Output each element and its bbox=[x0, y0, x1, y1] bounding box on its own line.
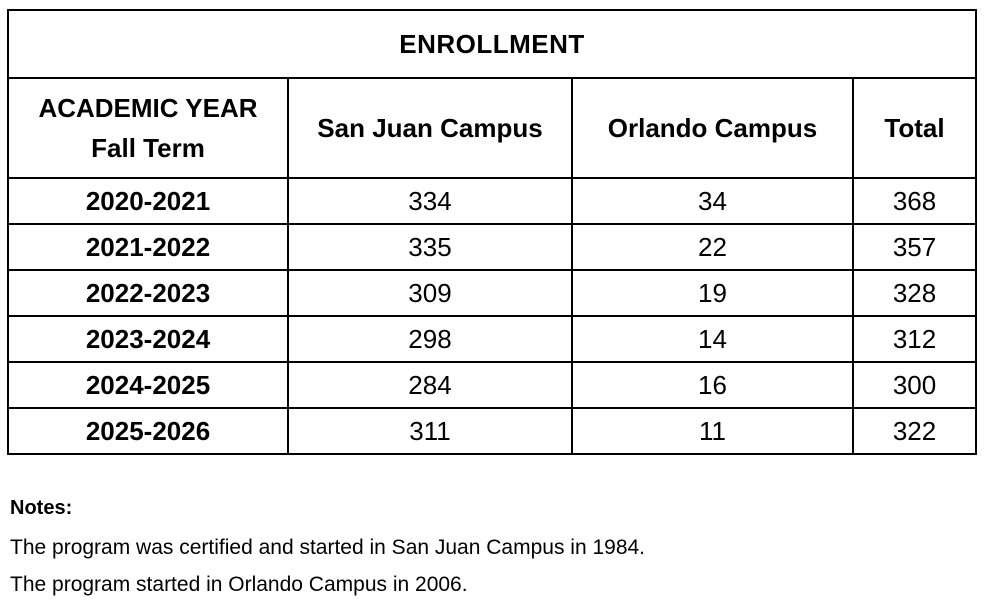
column-header-san-juan-campus: San Juan Campus bbox=[287, 77, 573, 179]
year-cell: 2023-2024 bbox=[7, 315, 289, 363]
year-cell: 2021-2022 bbox=[7, 223, 289, 271]
column-header-academic-year: ACADEMIC YEAR Fall Term bbox=[7, 77, 289, 179]
notes-label: Notes: bbox=[10, 497, 73, 519]
note-line-san-juan: The program was certified and started in… bbox=[10, 536, 646, 559]
academic-year-header-line2: Fall Term bbox=[91, 133, 205, 163]
total-value: 357 bbox=[851, 223, 978, 271]
table-title: ENROLLMENT bbox=[6, 9, 978, 79]
san-juan-value: 334 bbox=[287, 177, 573, 225]
year-cell: 2024-2025 bbox=[7, 361, 289, 409]
enrollment-table: ENROLLMENT ACADEMIC YEAR Fall Term San J… bbox=[6, 9, 978, 455]
san-juan-value: 298 bbox=[287, 315, 573, 363]
year-cell: 2025-2026 bbox=[7, 407, 289, 455]
note-line-orlando: The program started in Orlando Campus in… bbox=[10, 573, 468, 596]
notes-section: Notes: The program was certified and sta… bbox=[10, 497, 985, 597]
orlando-value: 34 bbox=[571, 177, 854, 225]
total-value: 322 bbox=[851, 407, 978, 455]
orlando-value: 16 bbox=[571, 361, 854, 409]
table-row-2024-2025: 2024-2025 284 16 300 bbox=[7, 361, 978, 409]
column-header-total: Total bbox=[851, 77, 978, 179]
table-row-2020-2021: 2020-2021 334 34 368 bbox=[7, 177, 978, 225]
orlando-value: 22 bbox=[571, 223, 854, 271]
table-row-2023-2024: 2023-2024 298 14 312 bbox=[7, 315, 978, 363]
total-value: 368 bbox=[851, 177, 978, 225]
san-juan-value: 309 bbox=[287, 269, 573, 317]
san-juan-value: 311 bbox=[287, 407, 573, 455]
orlando-value: 11 bbox=[571, 407, 854, 455]
year-cell: 2022-2023 bbox=[7, 269, 289, 317]
table-title-row: ENROLLMENT bbox=[6, 9, 978, 79]
total-value: 312 bbox=[851, 315, 978, 363]
orlando-value: 19 bbox=[571, 269, 854, 317]
table-row-2021-2022: 2021-2022 335 22 357 bbox=[7, 223, 978, 271]
column-header-orlando-campus: Orlando Campus bbox=[571, 77, 854, 179]
table-row-2022-2023: 2022-2023 309 19 328 bbox=[7, 269, 978, 317]
academic-year-header-line1: ACADEMIC YEAR bbox=[38, 92, 258, 123]
san-juan-value: 284 bbox=[287, 361, 573, 409]
table-header-row: ACADEMIC YEAR Fall Term San Juan Campus … bbox=[7, 77, 978, 179]
orlando-value: 14 bbox=[571, 315, 854, 363]
year-cell: 2020-2021 bbox=[7, 177, 289, 225]
total-value: 300 bbox=[851, 361, 978, 409]
table-row-2025-2026: 2025-2026 311 11 322 bbox=[7, 407, 978, 455]
total-value: 328 bbox=[851, 269, 978, 317]
san-juan-value: 335 bbox=[287, 223, 573, 271]
